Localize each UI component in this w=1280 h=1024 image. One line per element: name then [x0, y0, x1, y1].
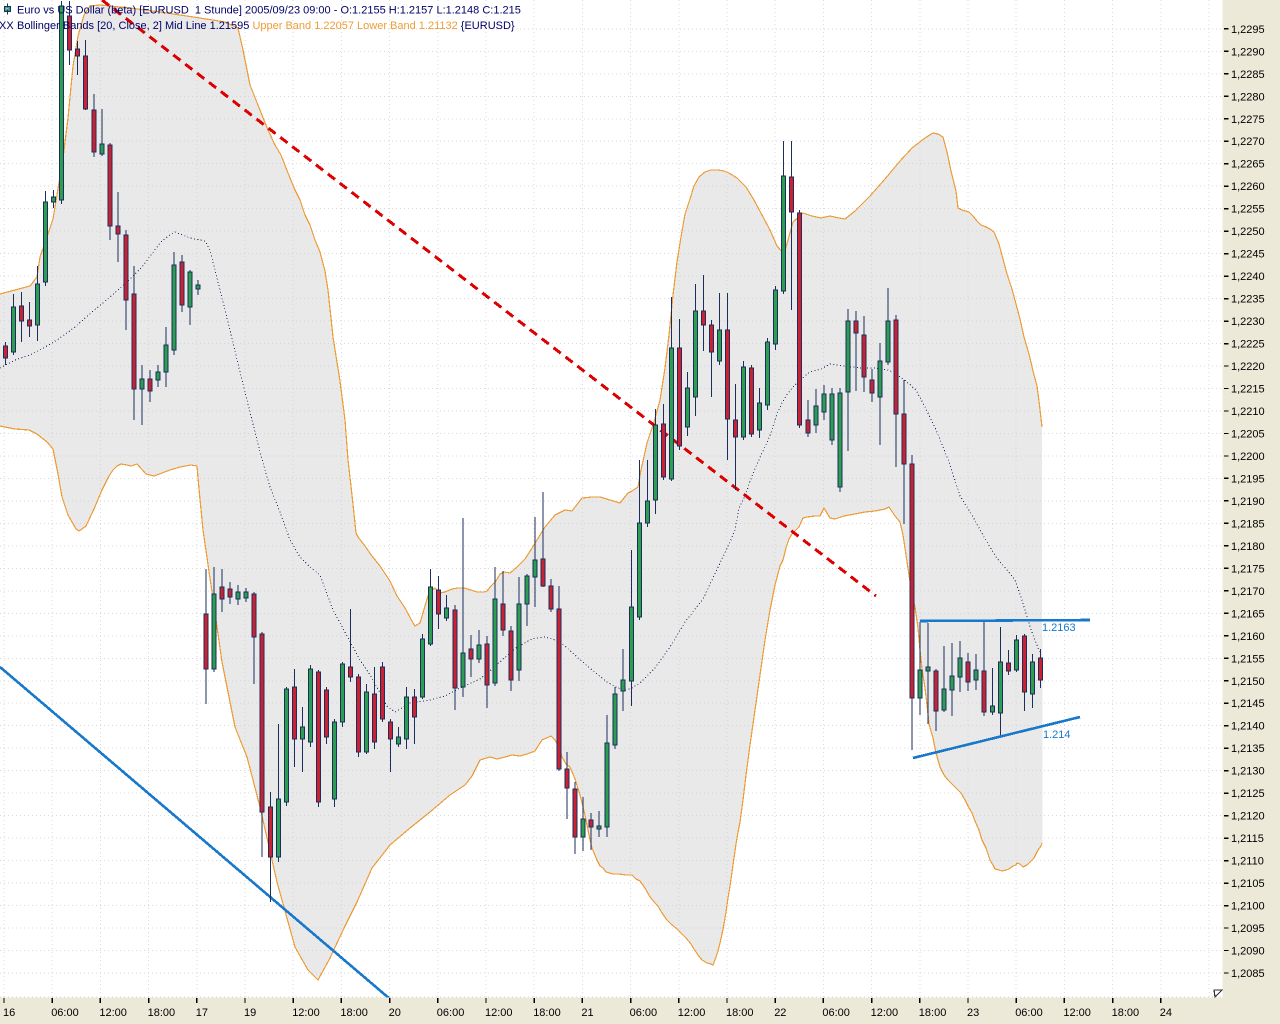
svg-text:18:00: 18:00 — [919, 1007, 947, 1019]
svg-text:1,2225: 1,2225 — [1231, 339, 1265, 351]
svg-text:18:00: 18:00 — [148, 1007, 176, 1019]
svg-text:18:00: 18:00 — [726, 1007, 754, 1019]
svg-text:1,2220: 1,2220 — [1231, 361, 1265, 373]
svg-text:18:00: 18:00 — [340, 1007, 368, 1019]
svg-text:1,2085: 1,2085 — [1231, 968, 1265, 980]
svg-text:1,2190: 1,2190 — [1231, 496, 1265, 508]
svg-text:1,2155: 1,2155 — [1231, 653, 1265, 665]
svg-text:06:00: 06:00 — [630, 1007, 658, 1019]
svg-text:1,2165: 1,2165 — [1231, 608, 1265, 620]
svg-text:1,2160: 1,2160 — [1231, 631, 1265, 643]
svg-text:Bollinger Bands [20, Close, 2]: Bollinger Bands [20, Close, 2] Mid Line … — [17, 20, 515, 32]
svg-text:06:00: 06:00 — [51, 1007, 79, 1019]
svg-text:17: 17 — [196, 1007, 208, 1019]
svg-text:19: 19 — [244, 1007, 256, 1019]
svg-text:1,2215: 1,2215 — [1231, 384, 1265, 396]
svg-text:18:00: 18:00 — [533, 1007, 561, 1019]
svg-text:1,2110: 1,2110 — [1231, 856, 1264, 868]
svg-text:1,2275: 1,2275 — [1231, 114, 1265, 126]
svg-text:1,2265: 1,2265 — [1231, 159, 1265, 171]
svg-text:21: 21 — [581, 1007, 593, 1019]
svg-text:1,2255: 1,2255 — [1231, 204, 1265, 216]
svg-text:1,2135: 1,2135 — [1231, 743, 1265, 755]
svg-text:1,2130: 1,2130 — [1231, 766, 1265, 778]
svg-text:1,2235: 1,2235 — [1231, 294, 1265, 306]
svg-text:1,2260: 1,2260 — [1231, 181, 1265, 193]
svg-text:1,2230: 1,2230 — [1231, 316, 1265, 328]
svg-text:12:00: 12:00 — [292, 1007, 320, 1019]
svg-text:XX: XX — [0, 20, 14, 32]
svg-text:1,2140: 1,2140 — [1231, 721, 1265, 733]
svg-text:1,2090: 1,2090 — [1231, 946, 1265, 958]
svg-text:1,2115: 1,2115 — [1231, 833, 1264, 845]
svg-text:12:00: 12:00 — [871, 1007, 899, 1019]
svg-text:1,2095: 1,2095 — [1231, 923, 1265, 935]
svg-text:1,2245: 1,2245 — [1231, 249, 1265, 261]
svg-text:16: 16 — [3, 1007, 15, 1019]
svg-text:1,2150: 1,2150 — [1231, 676, 1265, 688]
svg-text:1,2280: 1,2280 — [1231, 91, 1265, 103]
svg-text:1,2145: 1,2145 — [1231, 698, 1265, 710]
svg-text:1,2100: 1,2100 — [1231, 901, 1265, 913]
svg-text:1,2290: 1,2290 — [1231, 46, 1265, 58]
svg-text:1,2205: 1,2205 — [1231, 429, 1265, 441]
svg-text:23: 23 — [967, 1007, 979, 1019]
svg-text:24: 24 — [1160, 1007, 1172, 1019]
svg-text:12:00: 12:00 — [1063, 1007, 1091, 1019]
svg-text:1,2185: 1,2185 — [1231, 518, 1265, 530]
svg-text:1,2175: 1,2175 — [1231, 563, 1265, 575]
svg-text:18:00: 18:00 — [1112, 1007, 1140, 1019]
svg-text:1,2105: 1,2105 — [1231, 878, 1265, 890]
svg-text:1,2240: 1,2240 — [1231, 271, 1265, 283]
svg-text:06:00: 06:00 — [437, 1007, 465, 1019]
svg-text:06:00: 06:00 — [822, 1007, 850, 1019]
svg-text:1,2125: 1,2125 — [1231, 788, 1265, 800]
svg-text:20: 20 — [389, 1007, 401, 1019]
svg-text:1,2120: 1,2120 — [1231, 811, 1265, 823]
svg-text:1,2295: 1,2295 — [1231, 24, 1265, 36]
svg-text:06:00: 06:00 — [1015, 1007, 1043, 1019]
svg-text:1,2285: 1,2285 — [1231, 69, 1265, 81]
svg-text:1,2180: 1,2180 — [1231, 541, 1265, 553]
svg-text:1.2163: 1.2163 — [1042, 622, 1076, 634]
svg-text:1,2210: 1,2210 — [1231, 406, 1265, 418]
svg-text:1,2270: 1,2270 — [1231, 136, 1265, 148]
svg-text:1,2200: 1,2200 — [1231, 451, 1265, 463]
svg-text:12:00: 12:00 — [485, 1007, 513, 1019]
svg-text:1,2195: 1,2195 — [1231, 473, 1265, 485]
svg-text:22: 22 — [774, 1007, 786, 1019]
svg-text:1.214: 1.214 — [1043, 729, 1071, 741]
svg-text:1,2170: 1,2170 — [1231, 586, 1265, 598]
svg-text:1,2250: 1,2250 — [1231, 226, 1265, 238]
svg-text:12:00: 12:00 — [678, 1007, 706, 1019]
svg-text:12:00: 12:00 — [99, 1007, 127, 1019]
svg-text:Euro vs US Dollar (beta) [EURU: Euro vs US Dollar (beta) [EURUSD 1 Stund… — [17, 5, 521, 17]
